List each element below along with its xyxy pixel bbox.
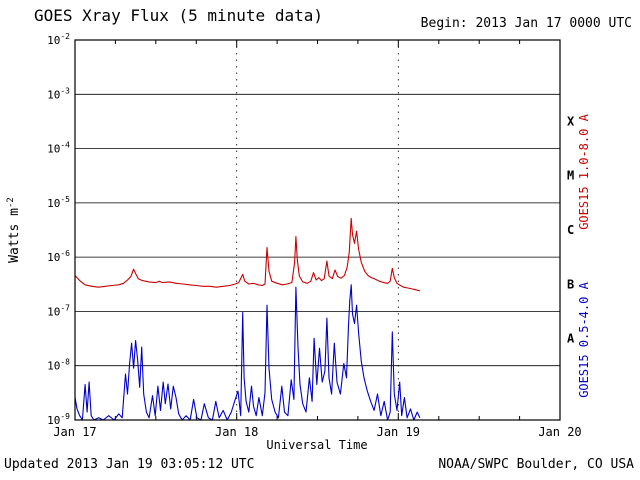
channel-label-long: GOES15 1.0-8.0 A — [577, 113, 591, 229]
source-label: NOAA/SWPC Boulder, CO USA — [438, 457, 634, 472]
flare-class-label: X — [567, 114, 575, 128]
x-tick-label: Jan 18 — [215, 425, 258, 439]
begin-label: Begin: 2013 Jan 17 0000 UTC — [420, 16, 632, 31]
plot-frame — [74, 39, 561, 421]
flare-class-label: C — [567, 223, 574, 237]
y-tick-label: 10-2 — [47, 32, 70, 47]
series-line-short — [74, 284, 421, 421]
flare-class-label: B — [567, 277, 574, 291]
y-tick-label: 10-4 — [47, 141, 70, 156]
updated-label: Updated 2013 Jan 19 03:05:12 UTC — [4, 457, 255, 472]
y-axis-title-exponent: -2 — [5, 197, 16, 209]
x-tick-label: Jan 19 — [377, 425, 420, 439]
page-title: GOES Xray Flux (5 minute data) — [34, 6, 323, 25]
x-tick-label: Jan 20 — [538, 425, 581, 439]
y-tick-label: 10-3 — [47, 86, 70, 101]
x-tick-label: Jan 17 — [53, 425, 96, 439]
flare-class-label: A — [567, 332, 575, 346]
series-line-long — [74, 217, 421, 292]
flare-class-label: M — [567, 169, 574, 183]
y-tick-label: 10-5 — [47, 195, 70, 210]
y-tick-label: 10-8 — [47, 358, 70, 373]
y-axis-title: Watts m-2 — [6, 197, 22, 263]
channel-label-short: GOES15 0.5-4.0 A — [577, 281, 591, 397]
x-axis-title: Universal Time — [266, 438, 368, 452]
y-axis-title-base: Watts m — [7, 208, 23, 263]
y-tick-label: 10-7 — [47, 303, 70, 318]
y-tick-label: 10-6 — [47, 249, 70, 264]
